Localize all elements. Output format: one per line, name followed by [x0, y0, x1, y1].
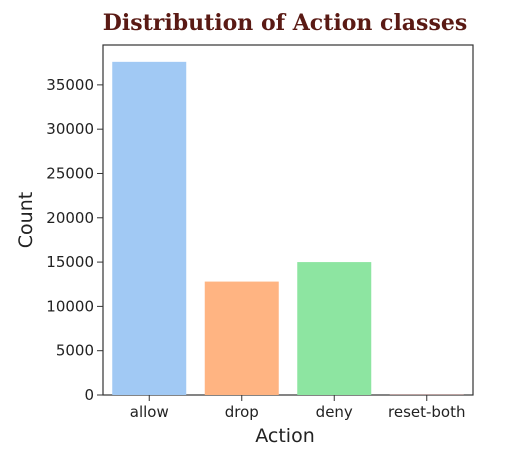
chart-title: Distribution of Action classes [103, 10, 467, 36]
bar-drop [204, 281, 279, 395]
y-axis-label: Count [15, 192, 37, 248]
bar-allow [112, 61, 187, 395]
bars-group [112, 61, 464, 395]
y-tick-label: 35000 [46, 76, 94, 94]
y-tick-label: 10000 [46, 297, 94, 315]
y-tick-label: 25000 [46, 164, 94, 182]
x-ticks-group: allow drop deny reset-both [130, 395, 466, 421]
y-tick-label: 5000 [56, 342, 94, 360]
x-tick-label-allow: allow [130, 403, 169, 421]
y-tick-label: 15000 [46, 253, 94, 271]
y-ticks-group: 0 5000 10000 15000 20000 25000 30000 35000 [46, 76, 103, 404]
x-tick-label-deny: deny [316, 403, 353, 421]
y-tick-label: 30000 [46, 120, 94, 138]
y-tick-label: 20000 [46, 209, 94, 227]
bar-deny [297, 262, 372, 395]
x-tick-label-reset-both: reset-both [388, 403, 466, 421]
x-tick-label-drop: drop [225, 403, 259, 421]
x-axis-label: Action [255, 425, 315, 447]
y-tick-label: 0 [84, 386, 94, 404]
plot-area-frame [102, 44, 474, 396]
